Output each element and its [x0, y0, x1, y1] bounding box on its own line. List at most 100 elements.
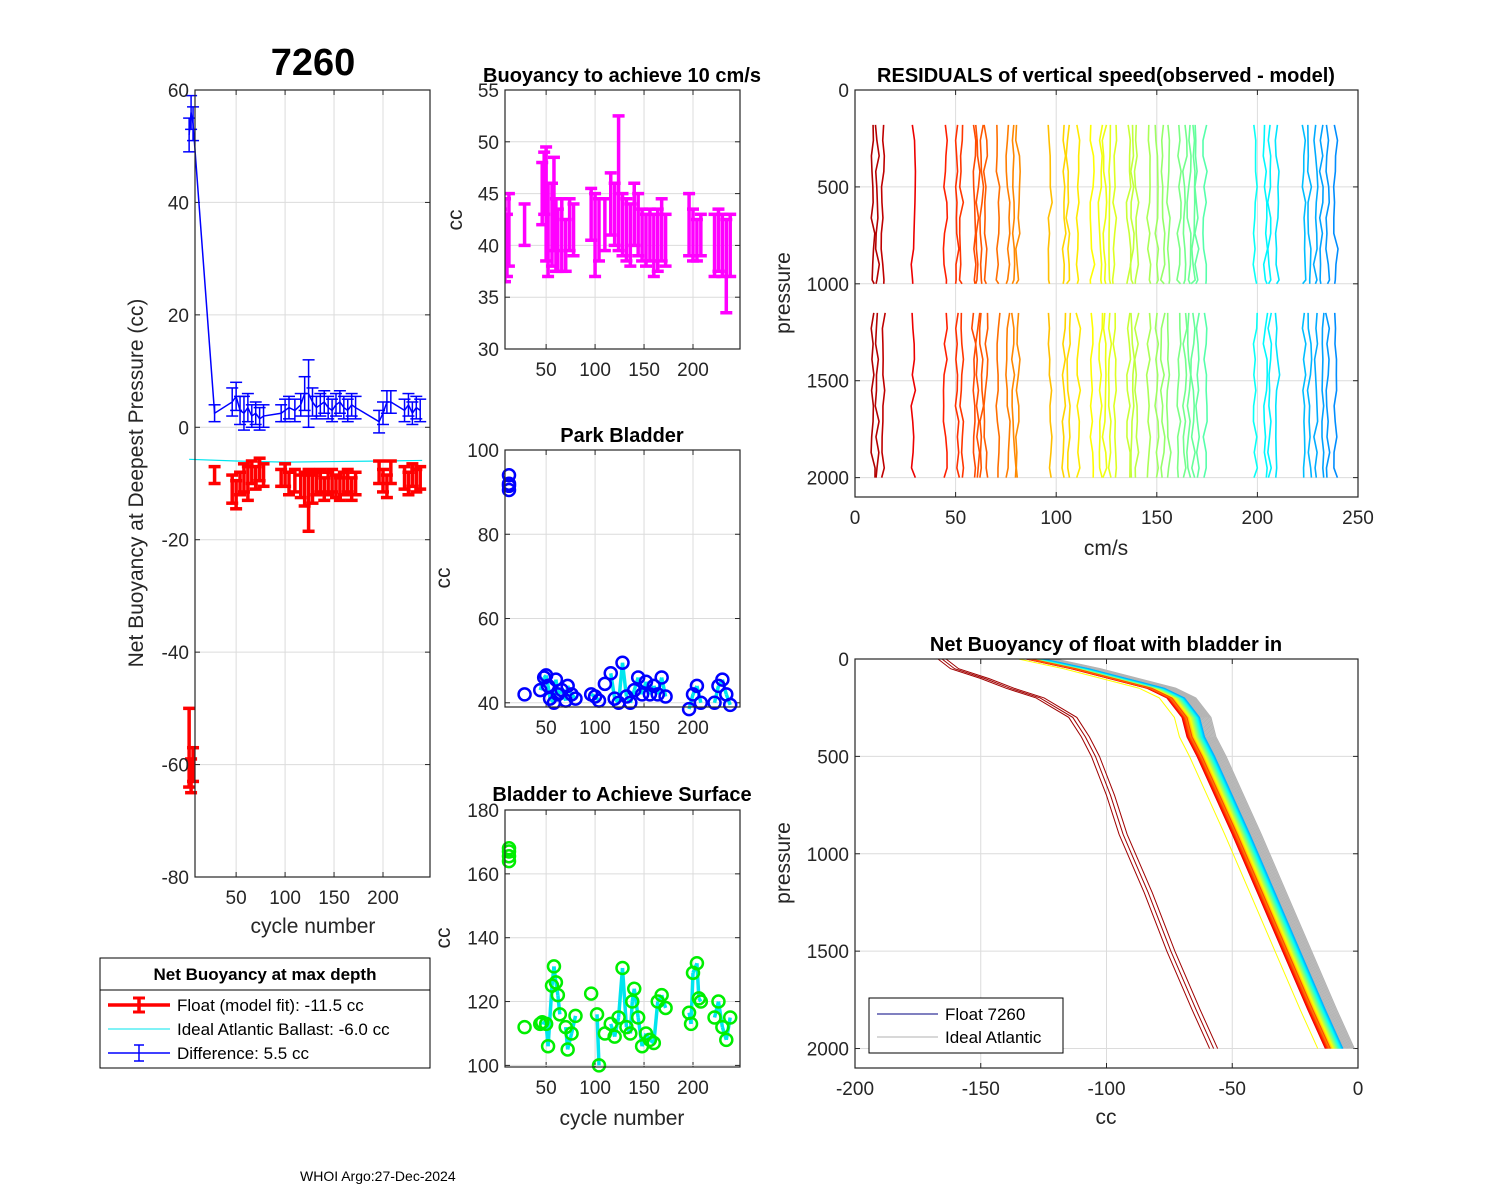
float-errorbar-point: [208, 464, 221, 486]
y-tick-label: 0: [838, 650, 849, 671]
difference-errorbar-point: [349, 395, 362, 420]
y-tick-label: 2000: [807, 1040, 849, 1061]
residual-profile-line: [1112, 312, 1118, 478]
x-tick-label: 0: [850, 508, 861, 529]
scatter-point: [630, 670, 646, 685]
scatter-point: [568, 1008, 583, 1024]
y-tick-label: 100: [467, 441, 499, 462]
panel-title: Net Buoyancy of float with bladder in: [930, 634, 1282, 656]
residual-profile-line: [979, 124, 985, 284]
y-tick-label: 45: [478, 185, 499, 206]
x-tick-label: 200: [677, 718, 709, 739]
scatter-point: [501, 478, 517, 494]
y-tick-label: 80: [478, 525, 499, 546]
residual-profile-line: [1190, 124, 1197, 285]
y-tick-label: 50: [478, 133, 499, 154]
scatter-point: [719, 1032, 734, 1048]
buoyancy-errorbar-point: [505, 191, 515, 268]
scatter-point: [501, 468, 517, 483]
residual-profile-line: [971, 312, 977, 478]
scatter-point: [501, 849, 517, 864]
scatter-point: [546, 959, 562, 974]
residual-profile-line: [1186, 312, 1192, 478]
panel-title: Bladder to Achieve Surface: [492, 784, 751, 806]
x-tick-labels: 50 100 150 200: [536, 360, 709, 381]
y-tick-label: 30: [478, 340, 499, 361]
scatter-point: [650, 687, 665, 702]
residual-profile-line: [1306, 124, 1313, 284]
x-tick-label: 150: [1141, 508, 1173, 529]
float-profile-early: [941, 659, 1215, 1049]
legend-box: [868, 997, 1064, 1054]
scatter-point: [707, 1010, 722, 1025]
scatter-point: [711, 994, 726, 1009]
residual-profile-line: [942, 312, 948, 478]
scatter-point: [693, 994, 709, 1009]
residual-profile-line: [974, 124, 981, 285]
residual-profile-line: [1154, 124, 1160, 285]
scatter-point: [589, 1007, 605, 1022]
y-tick-label: 100: [467, 1056, 499, 1077]
buoyancy-errorbar-point: [567, 202, 580, 258]
residual-profile-line: [1089, 124, 1096, 284]
scatter-point: [627, 682, 642, 698]
y-tick-label: 2000: [807, 469, 849, 490]
scatter-point: [607, 1029, 622, 1044]
scatter-point: [583, 986, 599, 1001]
axes-box: [504, 809, 741, 1068]
x-tick-labels: 50 100 150 200: [226, 888, 399, 909]
residual-profile-line: [874, 312, 880, 478]
residual-profile-line: [1182, 312, 1188, 478]
residual-profile-line: [974, 312, 981, 478]
residual-profile-line: [1101, 124, 1108, 285]
y-tick-label: 1500: [807, 942, 849, 963]
buoyancy-errorbar-point: [694, 212, 707, 258]
x-tick-label: 50: [536, 360, 557, 381]
residual-profile-line: [1266, 124, 1272, 285]
x-axis-label: cycle number: [251, 915, 376, 938]
difference-line: [188, 112, 421, 423]
residual-profile-line: [959, 312, 965, 478]
y-tick-label: 500: [817, 178, 849, 199]
data-marks: [870, 124, 1339, 478]
y-tick-label: 120: [467, 993, 499, 1014]
residual-profile-line: [870, 312, 876, 478]
float-errorbar-point: [257, 462, 270, 489]
x-tick-label: 50: [536, 718, 557, 739]
panel-buoyancy-10cms: Buoyancy to achieve 10 cm/s 50 100 150 200 …: [444, 65, 761, 381]
residual-profile-line: [1075, 312, 1082, 478]
scatter-point: [707, 695, 722, 711]
residual-profile-line: [1159, 312, 1166, 478]
residual-profile-line: [1332, 124, 1339, 284]
residual-profile-line: [1274, 312, 1281, 478]
scatter-point: [501, 482, 517, 498]
data-marks: [937, 659, 1355, 1049]
panel-title: RESIDUALS of vertical speed(observed - m…: [877, 65, 1335, 87]
panel-park-bladder: Park Bladder 50 100 150 200 40 60 80 100 cc: [432, 425, 741, 739]
x-tick-label: 100: [269, 888, 301, 909]
residual-profile-line: [972, 124, 977, 284]
residual-profile-line: [1061, 312, 1067, 478]
panel-title: Park Bladder: [560, 425, 684, 447]
residual-profile-line: [1108, 124, 1112, 284]
residual-profile-line: [1065, 124, 1071, 285]
y-tick-labels: 30 35 40 45 50 55: [478, 81, 499, 361]
scatter-point: [615, 655, 630, 671]
buoyancy-errorbar-point: [659, 212, 672, 268]
scatter-point: [683, 1016, 699, 1032]
panel-net-buoyancy-deepest: 50 100 150 200 -80 -60 -40 -20 0 20 40 60 cycle nu…: [125, 81, 431, 938]
y-tick-label: -40: [162, 643, 189, 664]
legend-label-ideal: Ideal Atlantic: [945, 1028, 1042, 1047]
legend-label-float: Float (model fit): -11.5 cc: [177, 996, 364, 1015]
difference-errorbar-point: [384, 389, 397, 414]
residual-profile-line: [1014, 124, 1021, 285]
buoyancy-errorbar-point: [540, 145, 553, 263]
residual-profile-line: [1262, 124, 1269, 285]
connecting-segment: [659, 677, 668, 697]
connecting-segment: [697, 997, 703, 1003]
y-tick-label: 1500: [807, 372, 849, 393]
residual-profile-line: [1252, 312, 1259, 478]
y-tick-label: 35: [478, 288, 499, 309]
panel-residuals: RESIDUALS of vertical speed(observed - m…: [772, 65, 1374, 560]
scatter-point: [722, 697, 738, 713]
